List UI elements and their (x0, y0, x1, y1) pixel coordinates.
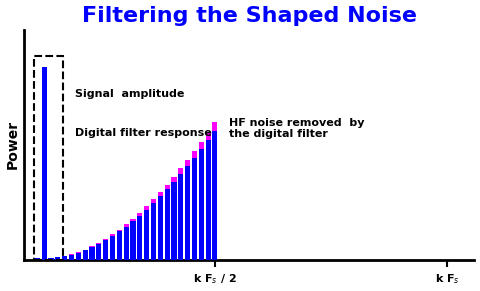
Bar (110, 236, 115, 260)
Bar (55, 257, 60, 260)
Bar (96, 244, 101, 260)
Bar (35, 258, 40, 260)
Bar (103, 239, 108, 260)
Bar (48, 258, 54, 260)
Title: Filtering the Shaped Noise: Filtering the Shaped Noise (82, 6, 417, 26)
Bar (96, 243, 101, 260)
Bar (123, 224, 129, 260)
Bar (131, 221, 135, 260)
Bar (76, 253, 81, 260)
Bar (165, 189, 170, 260)
Bar (137, 216, 143, 260)
Bar (212, 122, 217, 260)
Bar (199, 141, 204, 260)
Bar (123, 226, 129, 260)
Bar (137, 212, 143, 260)
Bar (34, 56, 63, 260)
Bar (165, 184, 170, 260)
Bar (83, 249, 88, 260)
Bar (89, 246, 95, 260)
Bar (178, 168, 183, 260)
Bar (171, 177, 177, 260)
Text: Signal  amplitude: Signal amplitude (75, 89, 184, 99)
Bar (178, 174, 183, 260)
Bar (117, 230, 122, 260)
Bar (103, 240, 108, 260)
Bar (48, 258, 54, 260)
Bar (83, 250, 88, 260)
Bar (89, 247, 95, 260)
Bar (69, 254, 74, 260)
Bar (62, 256, 67, 260)
Bar (192, 158, 197, 260)
Text: k F$_s$: k F$_s$ (435, 272, 459, 286)
Bar (185, 166, 190, 260)
Bar (131, 219, 135, 260)
Bar (192, 151, 197, 260)
Bar (158, 196, 163, 260)
Bar (158, 192, 163, 260)
Bar (55, 257, 60, 260)
Bar (205, 132, 211, 260)
Bar (110, 234, 115, 260)
Bar (117, 231, 122, 260)
Bar (185, 160, 190, 260)
Bar (205, 140, 211, 260)
Bar (151, 203, 156, 260)
Bar (212, 131, 217, 260)
Bar (144, 206, 149, 260)
Y-axis label: Power: Power (6, 120, 20, 169)
Bar (62, 256, 67, 260)
Bar (69, 255, 74, 260)
Text: HF noise removed  by
the digital filter: HF noise removed by the digital filter (228, 118, 364, 139)
Bar (151, 199, 156, 260)
Bar (42, 67, 47, 260)
Bar (76, 252, 81, 260)
Text: k F$_s$ / 2: k F$_s$ / 2 (193, 272, 237, 286)
Bar (144, 210, 149, 260)
Text: Digital filter response: Digital filter response (75, 128, 212, 139)
Bar (199, 149, 204, 260)
Bar (171, 182, 177, 260)
